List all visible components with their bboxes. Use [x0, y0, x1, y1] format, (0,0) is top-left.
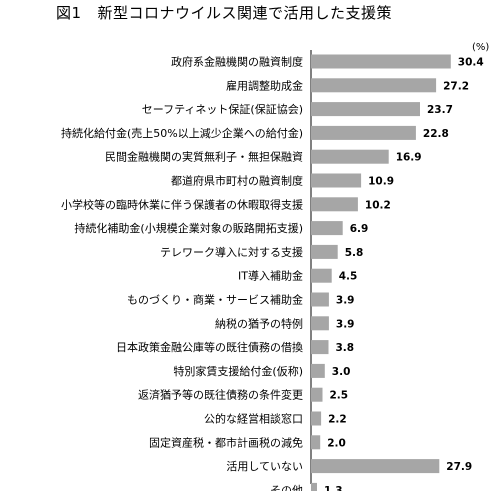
category-label: 返済猶予等の既往債務の条件変更	[138, 388, 303, 402]
category-label: セーフティネット保証(保証協会)	[142, 102, 303, 116]
figure-title: 新型コロナウイルス関連で活用した支援策	[97, 4, 393, 22]
value-label: 1.3	[324, 485, 343, 491]
category-label: テレワーク導入に対する支援	[160, 245, 303, 259]
value-label: 3.0	[332, 366, 351, 378]
category-label: 小学校等の臨時休業に伴う保護者の休暇取得支援	[61, 197, 303, 211]
category-label: 公的な経営相談窓口	[204, 412, 303, 426]
category-label: 特別家賃支援給付金(仮称)	[173, 364, 303, 378]
value-label: 3.8	[336, 342, 355, 354]
bar	[311, 411, 322, 426]
bar	[311, 221, 343, 236]
category-label: 納税の猶予の特例	[215, 316, 303, 330]
value-label: 2.0	[327, 437, 346, 449]
value-label: 27.2	[443, 80, 469, 92]
category-label: 活用していない	[226, 460, 303, 473]
category-label: 日本政策金融公庫等の既往債務の借換	[116, 340, 303, 354]
value-label: 10.9	[368, 176, 394, 188]
category-label: IT導入補助金	[238, 269, 303, 283]
value-label: 2.2	[328, 414, 347, 426]
category-label: 持続化補助金(小規模企業対象の販路開拓支援)	[74, 221, 303, 235]
value-label: 2.5	[330, 390, 349, 402]
value-label: 5.8	[345, 247, 364, 259]
bar	[311, 149, 389, 164]
value-label: 16.9	[396, 152, 422, 164]
category-label: 政府系金融機関の融資制度	[171, 55, 303, 69]
bar	[311, 340, 329, 355]
bar	[311, 387, 323, 402]
bar	[311, 482, 317, 491]
value-labels-group: 30.4 27.2 23.7 22.816.910.9 10.2 6.9 5.8 4.5 3.9…	[324, 57, 484, 491]
category-label: 都道府県市町村の融資制度	[171, 174, 303, 188]
category-label: その他	[270, 484, 303, 491]
value-label: 30.4	[458, 57, 484, 69]
value-label: 27.9	[446, 461, 472, 473]
bar	[311, 435, 321, 450]
figure-number: 図1	[56, 4, 82, 22]
bar	[311, 316, 329, 331]
category-label: 持続化給付金(売上50%以上減少企業への給付金)	[61, 126, 303, 140]
bar	[311, 244, 338, 259]
bar	[311, 102, 420, 117]
bar	[311, 78, 437, 93]
bar	[311, 54, 451, 69]
value-label: 10.2	[365, 199, 391, 211]
value-label: 3.9	[336, 295, 355, 307]
bar	[311, 173, 362, 188]
bar	[311, 125, 416, 140]
value-label: 23.7	[427, 104, 453, 116]
bar	[311, 268, 332, 283]
value-label: 22.8	[423, 128, 449, 140]
value-label: 4.5	[339, 271, 358, 283]
category-label: ものづくり・商業・サービス補助金	[127, 293, 303, 307]
bar	[311, 197, 358, 212]
value-label: 6.9	[350, 223, 369, 235]
bar	[311, 363, 325, 378]
bar	[311, 292, 329, 307]
chart-title: 図1 新型コロナウイルス関連で活用した支援策	[56, 2, 392, 23]
category-label: 固定資産税・都市計画税の減免	[149, 435, 303, 449]
category-label: 雇用調整助成金	[226, 78, 303, 92]
bar	[311, 459, 440, 474]
category-label: 民間金融機関の実質無利子・無担保融資	[105, 150, 303, 164]
unit-label: (%)	[472, 42, 489, 53]
value-label: 3.9	[336, 318, 355, 330]
bars-group	[311, 54, 451, 491]
